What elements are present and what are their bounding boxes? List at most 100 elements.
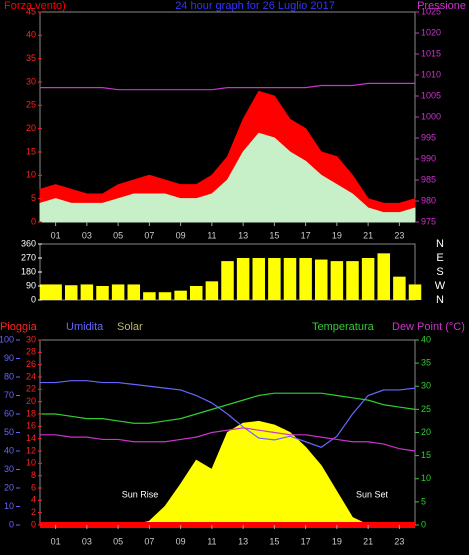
bar: [236, 258, 250, 300]
line: [40, 392, 416, 424]
y-tick-label: 35: [26, 53, 36, 63]
x-tick-label: 21: [363, 536, 373, 546]
y-tick-label: 30: [4, 464, 14, 474]
bar: [408, 284, 422, 300]
y-tick-label: 20: [26, 123, 36, 133]
temperature-label: Temperatura: [312, 321, 375, 333]
humidity-label: Umidita: [66, 321, 104, 333]
y-tick-label: 30: [26, 76, 36, 86]
x-tick-label: 01: [51, 536, 61, 546]
bar: [315, 259, 328, 300]
y-tick-label: 1020: [421, 27, 441, 37]
y-tick-label: 0: [31, 519, 36, 529]
y-tick-label: 70: [4, 390, 14, 400]
y-tick-label: 14: [26, 433, 36, 443]
y-tick-label: 40: [26, 30, 36, 40]
y-tick-label: 270: [21, 252, 36, 262]
bar: [377, 253, 390, 300]
bar: [96, 286, 109, 300]
y-tick-label: 10: [26, 458, 36, 468]
bar: [268, 258, 281, 300]
y-tick-label: 100: [0, 334, 14, 344]
chart-title: 24 hour graph for 26 Luglio 2017: [175, 0, 335, 12]
y-tick-label: 35: [421, 358, 431, 368]
y-tick-label: 5: [421, 496, 426, 506]
bar: [80, 284, 94, 300]
x-tick-label: 23: [394, 536, 404, 546]
solar-label: Solar: [117, 321, 143, 333]
bar: [361, 258, 375, 300]
bar: [111, 284, 125, 300]
rain-label: Pioggia: [0, 321, 38, 333]
y-tick-label: 180: [21, 266, 36, 276]
y-tick-label: 0: [9, 519, 14, 529]
x-tick-label: 05: [113, 230, 123, 240]
y-tick-label: 45: [26, 6, 36, 16]
compass-label: N: [436, 294, 444, 306]
x-tick-label: 07: [144, 536, 154, 546]
x-tick-label: 09: [176, 230, 186, 240]
y-tick-label: 975: [421, 216, 436, 226]
y-tick-label: 30: [26, 334, 36, 344]
y-tick-label: 24: [26, 371, 36, 381]
y-tick-label: 0: [421, 519, 426, 529]
y-tick-label: 90: [26, 280, 36, 290]
y-tick-label: 10: [421, 473, 431, 483]
y-tick-label: 26: [26, 359, 36, 369]
bar: [205, 281, 219, 300]
y-tick-label: 25: [421, 404, 431, 414]
bar: [252, 258, 265, 300]
y-tick-label: 12: [26, 445, 36, 455]
x-tick-label: 17: [301, 230, 311, 240]
x-tick-label: 19: [332, 536, 342, 546]
area: [40, 420, 415, 526]
area: [39, 132, 416, 223]
x-tick-label: 07: [144, 230, 154, 240]
y-tick-label: 16: [26, 421, 36, 431]
y-tick-label: 28: [26, 347, 36, 357]
x-tick-label: 11: [207, 536, 216, 546]
y-tick-label: 360: [21, 238, 36, 248]
x-tick-label: 03: [82, 536, 92, 546]
y-tick-label: 15: [26, 146, 36, 156]
bar: [143, 292, 156, 300]
y-tick-label: 80: [4, 371, 14, 381]
annotation: Sun Set: [356, 489, 389, 499]
x-tick-label: 21: [363, 230, 373, 240]
x-tick-label: 01: [51, 230, 61, 240]
bar: [330, 261, 344, 300]
y-tick-label: 40: [4, 445, 14, 455]
x-tick-label: 23: [394, 230, 404, 240]
y-tick-label: 18: [26, 408, 36, 418]
annotation: Sun Rise: [122, 489, 159, 499]
compass-label: W: [435, 280, 446, 292]
x-tick-label: 13: [238, 536, 248, 546]
y-tick-label: 990: [421, 153, 436, 163]
y-tick-label: 50: [4, 427, 14, 437]
bar: [393, 276, 406, 300]
bar: [190, 286, 203, 300]
x-tick-label: 09: [176, 536, 186, 546]
y-tick-label: 0: [31, 294, 36, 304]
x-tick-label: 03: [82, 230, 92, 240]
y-tick-label: 20: [421, 427, 431, 437]
y-tick-label: 980: [421, 195, 436, 205]
y-tick-label: 5: [31, 193, 36, 203]
line: [40, 82, 415, 91]
y-tick-label: 22: [26, 384, 36, 394]
dew-point-label: Dew Point (°C): [392, 321, 465, 333]
y-tick-label: 40: [421, 334, 431, 344]
bar: [174, 290, 187, 300]
y-tick-label: 15: [421, 450, 431, 460]
bar: [283, 258, 297, 300]
x-tick-label: 05: [113, 536, 123, 546]
y-tick-label: 4: [31, 495, 36, 505]
x-tick-label: 17: [301, 536, 311, 546]
x-tick-label: 19: [332, 230, 342, 240]
y-tick-label: 6: [31, 482, 36, 492]
y-tick-label: 8: [31, 470, 36, 480]
bar: [299, 258, 312, 300]
y-tick-label: 10: [26, 170, 36, 180]
y-tick-label: 1000: [421, 111, 441, 121]
